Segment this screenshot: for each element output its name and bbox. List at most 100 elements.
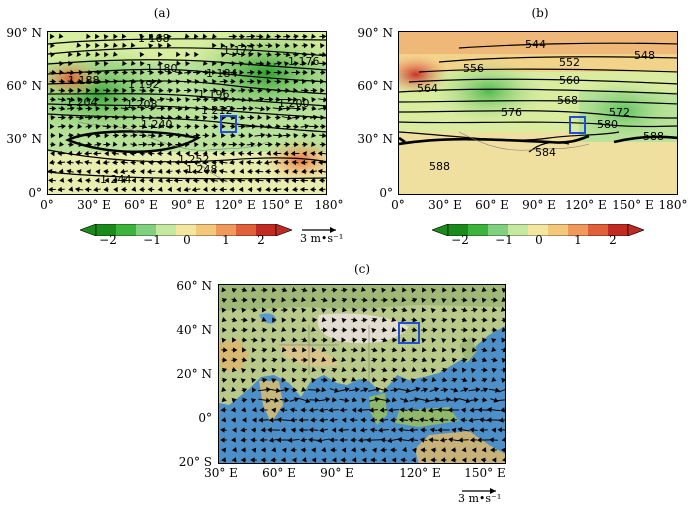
panel-a-lat-0: 0° bbox=[28, 186, 42, 200]
wind-vector-head bbox=[260, 427, 266, 433]
wind-vector-head bbox=[450, 417, 456, 423]
wind-vector-head bbox=[400, 457, 406, 463]
wind-vector-head bbox=[268, 141, 273, 148]
wind-vector-head bbox=[397, 437, 402, 443]
wind-vector-head bbox=[276, 33, 282, 40]
wind-vector-head bbox=[431, 367, 436, 374]
wind-vector-head bbox=[60, 87, 66, 94]
wind-vector-head bbox=[292, 357, 298, 363]
wind-vector-head bbox=[51, 96, 56, 103]
wind-vector-head bbox=[239, 69, 245, 76]
wind-vector-head bbox=[203, 123, 209, 130]
wind-vector-head bbox=[493, 297, 498, 303]
wind-vector-head bbox=[220, 60, 226, 67]
wind-vector-head bbox=[311, 97, 317, 103]
colorbar-swatch bbox=[608, 224, 629, 236]
wind-vector-head bbox=[311, 377, 317, 384]
panel-a-lon-0: 0° bbox=[40, 198, 54, 212]
wind-vector-head bbox=[191, 168, 197, 175]
wind-vector-head bbox=[140, 96, 146, 103]
wind-vector-head bbox=[274, 168, 279, 175]
wind-vector-head bbox=[302, 377, 308, 383]
wind-vector-head bbox=[267, 123, 273, 130]
wind-vector-head bbox=[238, 159, 244, 166]
wind-vector-head bbox=[87, 132, 93, 139]
wind-vector-head bbox=[281, 317, 287, 323]
wind-vector-head bbox=[84, 159, 89, 166]
wind-vector-head bbox=[431, 298, 437, 304]
wind-vector-head bbox=[51, 69, 57, 76]
wind-vector-head bbox=[482, 337, 487, 343]
wind-vector bbox=[498, 389, 505, 393]
colorbar-swatch bbox=[216, 224, 237, 236]
wind-vector-head bbox=[230, 105, 236, 112]
wind-vector-head bbox=[202, 115, 208, 121]
wind-vector-head bbox=[50, 87, 55, 94]
wind-vector-head bbox=[68, 60, 73, 67]
wind-vector-head bbox=[462, 317, 468, 323]
wind-vector-head bbox=[334, 387, 340, 393]
wind-vector-head bbox=[312, 337, 318, 343]
wind-vector-head bbox=[58, 33, 64, 39]
wind-vector-head bbox=[129, 150, 135, 157]
wind-vector-head bbox=[321, 33, 326, 40]
wind-vector-head bbox=[277, 69, 283, 76]
contour-label: 552 bbox=[559, 56, 580, 69]
wind-vector-head bbox=[442, 287, 447, 293]
wind-vector-head bbox=[501, 437, 505, 442]
wind-vector-head bbox=[372, 347, 378, 353]
wind-vector-head bbox=[301, 457, 307, 463]
wind-vector-head bbox=[184, 33, 190, 39]
colorbar-swatch bbox=[136, 224, 157, 236]
wind-vector-head bbox=[103, 34, 109, 40]
wind-vector-head bbox=[275, 142, 281, 148]
wind-vector-head bbox=[203, 87, 209, 94]
wind-vector-head bbox=[452, 377, 458, 383]
wind-vector-head bbox=[352, 327, 358, 333]
wind-vector-head bbox=[308, 427, 314, 433]
wind-vector-head bbox=[218, 159, 224, 166]
wind-vector-head bbox=[501, 326, 505, 333]
wind-vector-head bbox=[252, 417, 257, 423]
wind-vector-head bbox=[250, 368, 256, 374]
wind-vector-head bbox=[175, 51, 181, 57]
wind-vector-head bbox=[341, 417, 347, 423]
wind-vector-head bbox=[311, 326, 317, 332]
wind-vector-head bbox=[250, 437, 256, 443]
contour-label: 544 bbox=[525, 38, 546, 51]
wind-vector-head bbox=[95, 105, 101, 112]
wind-vector-head bbox=[104, 70, 110, 76]
wind-vector-head bbox=[363, 387, 369, 393]
wind-vector-head bbox=[352, 367, 358, 373]
wind-vector-head bbox=[132, 132, 138, 139]
wind-vector-head bbox=[294, 141, 299, 148]
wind-vector-head bbox=[112, 51, 118, 57]
wind-vector-head bbox=[263, 287, 268, 293]
wind-vector-head bbox=[401, 336, 407, 343]
wind-vector-head bbox=[176, 96, 182, 103]
wind-vector-head bbox=[251, 327, 257, 333]
wind-vector-head bbox=[267, 42, 273, 49]
wind-vector-head bbox=[175, 79, 181, 85]
wind-vector-head bbox=[250, 141, 256, 148]
wind-vector-head bbox=[491, 376, 497, 382]
wind-vector-head bbox=[175, 150, 181, 157]
wind-vector-head bbox=[361, 347, 366, 353]
wind-vector-head bbox=[302, 367, 308, 373]
wind-vector-head bbox=[250, 42, 256, 49]
wind-vector-head bbox=[420, 427, 425, 433]
wind-vector-head bbox=[97, 114, 102, 121]
wind-vector-head bbox=[120, 159, 126, 166]
wind-vector-head bbox=[322, 105, 326, 111]
wind-vector-head bbox=[213, 123, 219, 130]
wind-vector-head bbox=[381, 308, 387, 314]
wind-vector-head bbox=[295, 114, 300, 121]
wind-vector-head bbox=[332, 317, 337, 323]
wind-vector-head bbox=[256, 79, 262, 85]
wind-vector-head bbox=[500, 306, 505, 312]
wind-vector-head bbox=[491, 346, 497, 352]
wind-vector-head bbox=[355, 387, 360, 393]
wind-vector-head bbox=[165, 177, 171, 184]
wind-vector-head bbox=[240, 132, 246, 139]
wind-vector-head bbox=[265, 178, 271, 184]
